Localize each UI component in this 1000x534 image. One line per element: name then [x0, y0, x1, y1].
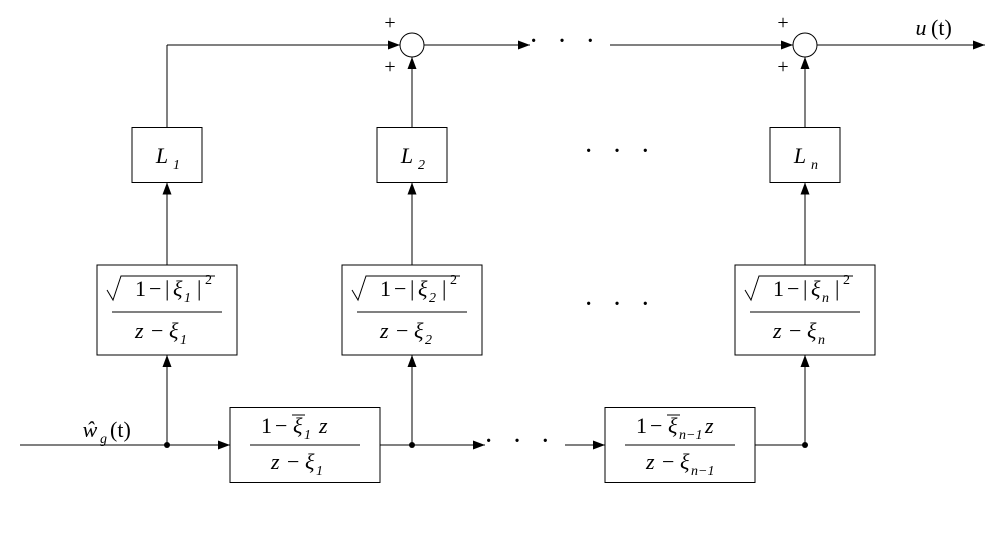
svg-text:ξ: ξ [305, 449, 315, 474]
svg-text:ξ: ξ [680, 449, 690, 474]
svg-text:−: − [789, 318, 801, 343]
svg-text:−: − [151, 318, 163, 343]
svg-text:2: 2 [429, 291, 436, 306]
svg-text:u: u [916, 15, 927, 40]
svg-text:z: z [270, 449, 280, 474]
svg-text:n−1: n−1 [691, 464, 714, 479]
svg-text:ξ: ξ [668, 413, 678, 438]
svg-text:n−1: n−1 [679, 428, 702, 443]
ellipsis: · · · [584, 289, 656, 320]
svg-text:z: z [318, 413, 328, 438]
svg-text:−: − [650, 413, 662, 438]
svg-text:1: 1 [173, 158, 180, 173]
sum-node-1 [400, 33, 424, 57]
svg-text:n: n [822, 291, 829, 306]
svg-text:z: z [379, 318, 389, 343]
svg-text:ξ: ξ [169, 318, 179, 343]
svg-text:ξ: ξ [414, 318, 424, 343]
svg-text:L: L [155, 143, 168, 168]
svg-text:−: − [787, 276, 799, 301]
svg-text:1: 1 [304, 428, 311, 443]
svg-text:1: 1 [380, 276, 391, 301]
svg-text:2: 2 [205, 273, 212, 288]
svg-text:2: 2 [418, 158, 425, 173]
svg-text:ξ: ξ [418, 276, 428, 301]
svg-text:n: n [818, 333, 825, 348]
svg-text:ξ: ξ [811, 276, 821, 301]
svg-text:ξ: ξ [173, 276, 183, 301]
plus-mark: + [384, 56, 395, 78]
plus-mark: + [777, 12, 788, 34]
svg-text:n: n [811, 158, 818, 173]
svg-text:|: | [442, 276, 446, 301]
svg-text:1: 1 [135, 276, 146, 301]
svg-text:z: z [772, 318, 782, 343]
svg-text:1: 1 [180, 333, 187, 348]
svg-text:z: z [704, 413, 714, 438]
plus-mark: + [384, 12, 395, 34]
svg-text:g: g [100, 432, 107, 447]
svg-text:(t): (t) [931, 15, 952, 40]
svg-text:|: | [803, 276, 807, 301]
ellipsis: · · · [529, 26, 601, 57]
output-label: u(t) [916, 15, 952, 40]
svg-text:|: | [835, 276, 839, 301]
svg-text:1: 1 [773, 276, 784, 301]
svg-text:−: − [394, 276, 406, 301]
plus-mark: + [777, 56, 788, 78]
svg-text:−: − [275, 413, 287, 438]
svg-text:(t): (t) [110, 417, 131, 442]
svg-text:2: 2 [450, 273, 457, 288]
input-label: ŵg(t) [83, 417, 131, 447]
svg-text:−: − [149, 276, 161, 301]
svg-text:|: | [410, 276, 414, 301]
svg-text:ξ: ξ [807, 318, 817, 343]
svg-text:2: 2 [843, 273, 850, 288]
svg-text:−: − [287, 449, 299, 474]
svg-text:1: 1 [636, 413, 647, 438]
svg-text:z: z [134, 318, 144, 343]
ellipsis: · · · [484, 426, 556, 457]
svg-text:−: − [662, 449, 674, 474]
svg-text:|: | [165, 276, 169, 301]
svg-text:|: | [197, 276, 201, 301]
svg-text:L: L [400, 143, 413, 168]
svg-text:z: z [645, 449, 655, 474]
ellipsis: · · · [584, 136, 656, 167]
svg-text:1: 1 [316, 464, 323, 479]
svg-text:ξ: ξ [293, 413, 303, 438]
svg-text:2: 2 [425, 333, 432, 348]
svg-text:−: − [396, 318, 408, 343]
sum-node-2 [793, 33, 817, 57]
svg-text:1: 1 [184, 291, 191, 306]
svg-text:1: 1 [261, 413, 272, 438]
svg-text:L: L [793, 143, 806, 168]
svg-text:ŵ: ŵ [83, 417, 98, 442]
